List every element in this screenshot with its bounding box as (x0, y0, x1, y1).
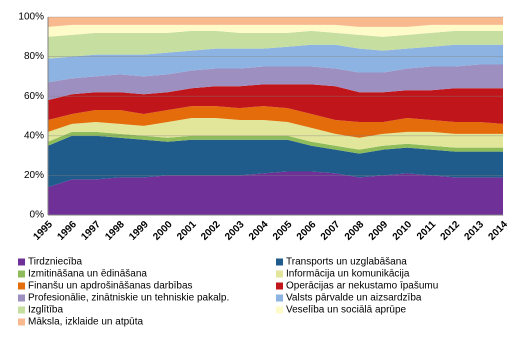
legend-label: Profesionālie, zinātniskie un tehniskie … (28, 293, 229, 304)
area (48, 44, 503, 83)
legend-swatch (18, 258, 25, 266)
legend-swatch (276, 282, 283, 290)
area (48, 106, 503, 138)
legend-label: Transports un uzglabāšana (286, 257, 407, 268)
x-tick-label: 1998 (103, 219, 127, 243)
x-tick-label: 2006 (295, 219, 319, 243)
x-tick-label: 2000 (151, 219, 175, 243)
x-tick-label: 2007 (319, 219, 343, 243)
legend-label: Izglītība (28, 305, 63, 316)
x-tick-label: 2013 (463, 219, 487, 243)
y-tick-label: 60% (24, 91, 44, 102)
x-tick-label: 2009 (367, 219, 391, 243)
y-tick-label: 80% (24, 51, 44, 62)
x-tick-label: 2001 (175, 219, 199, 243)
legend-swatch (18, 306, 25, 314)
legend-label: Tirdzniecība (28, 257, 83, 268)
x-tick-label: 2008 (343, 219, 367, 243)
area (48, 131, 503, 154)
legend-swatch (276, 258, 283, 266)
x-tick-label: 2011 (415, 219, 438, 242)
area (48, 24, 503, 37)
x-tick-label: 2005 (271, 219, 295, 243)
y-tick-label: 0% (30, 210, 45, 221)
legend-label: Finanšu un apdrošināšanas darbības (28, 281, 193, 292)
legend-swatch (18, 318, 25, 326)
legend-label: Operācijas ar nekustamo īpašumu (286, 281, 438, 292)
x-tick-label: 2010 (391, 219, 415, 243)
x-tick-label: 2014 (486, 219, 510, 243)
x-tick-label: 1999 (127, 219, 151, 243)
x-tick-label: 2003 (223, 219, 247, 243)
legend-swatch (18, 282, 25, 290)
legend-swatch (18, 294, 25, 302)
area (48, 30, 503, 59)
area (48, 17, 503, 27)
x-tick-label: 1997 (79, 219, 103, 243)
legend-swatch (276, 294, 283, 302)
legend-swatch (276, 306, 283, 314)
y-tick-label: 100% (18, 12, 44, 23)
y-tick-label: 20% (24, 170, 44, 181)
x-tick-label: 1996 (55, 219, 79, 243)
area (48, 84, 503, 124)
x-tick-label: 2012 (439, 219, 463, 243)
area (48, 117, 503, 150)
legend-label: Māksla, izklaide un atpūta (28, 317, 144, 328)
x-tick-label: 1995 (31, 219, 55, 243)
x-tick-label: 2002 (199, 219, 223, 243)
area (48, 171, 503, 215)
legend-swatch (276, 270, 283, 278)
area (48, 135, 503, 188)
y-tick-label: 40% (24, 130, 44, 141)
legend-label: Izmitināšana un ēdināšana (28, 269, 147, 280)
legend-swatch (18, 270, 25, 278)
area (48, 64, 503, 101)
x-tick-label: 2004 (247, 219, 271, 243)
legend-label: Valsts pārvalde un aizsardzība (286, 293, 422, 304)
legend-label: Veselība un sociālā aprūpe (286, 305, 407, 316)
legend-label: Informācija un komunikācija (286, 269, 410, 280)
